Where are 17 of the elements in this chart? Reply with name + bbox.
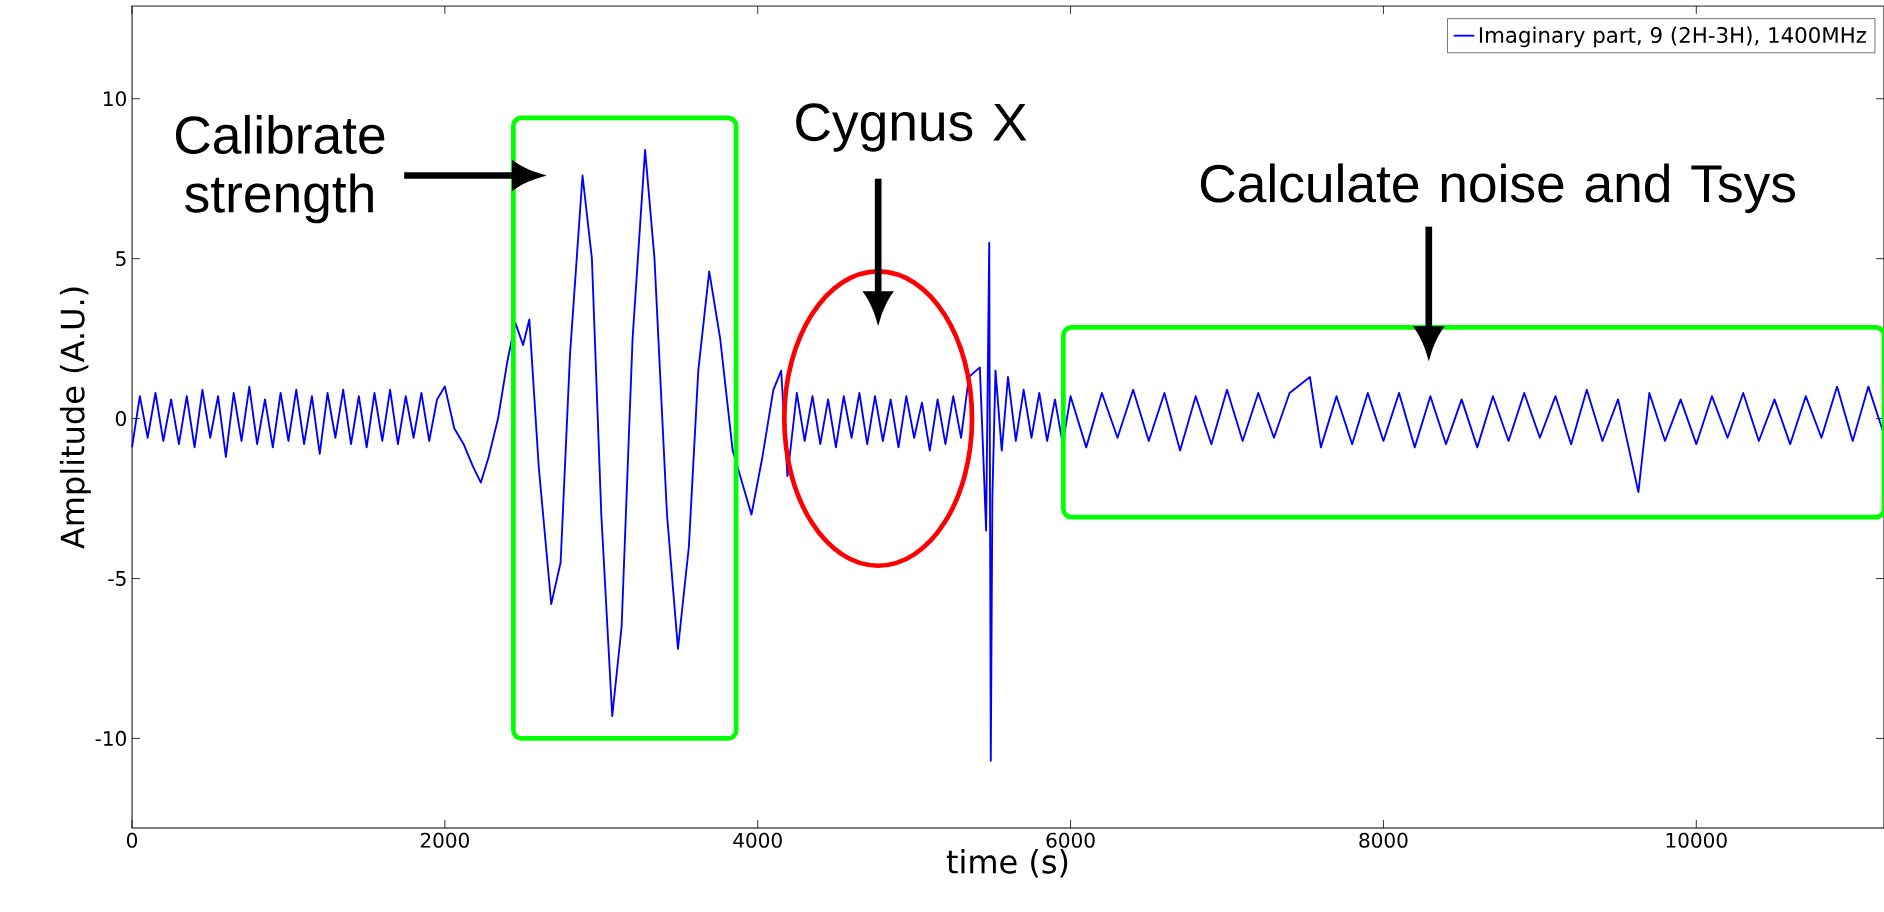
- x-tick-label: 0: [126, 832, 138, 848]
- x-tick-label: 2000: [420, 832, 469, 848]
- annotation: Cygnus X: [796, 103, 1027, 152]
- y-tick-label: -10: [95, 730, 126, 746]
- y-tick-label: 10: [104, 91, 126, 107]
- legend-label: Imaginary part, 9 (2H-3H), 1400MHz: [1479, 26, 1867, 48]
- annotation: Calibrate strength: [175, 114, 385, 224]
- x-tick-label: 10000: [1666, 832, 1727, 848]
- y-axis-title: Amplitude (A.U.): [59, 287, 91, 549]
- y-tick-label: 5: [116, 251, 126, 267]
- x-tick-label: 6000: [1046, 832, 1095, 848]
- x-tick-label: 8000: [1359, 832, 1408, 848]
- y-tick-label: 0: [115, 411, 126, 427]
- annotation: Calculate noise and Tsys: [1200, 163, 1796, 214]
- x-axis-title: time (s): [946, 848, 1068, 878]
- x-tick-label: 4000: [733, 832, 782, 848]
- y-tick-label: -5: [108, 571, 126, 586]
